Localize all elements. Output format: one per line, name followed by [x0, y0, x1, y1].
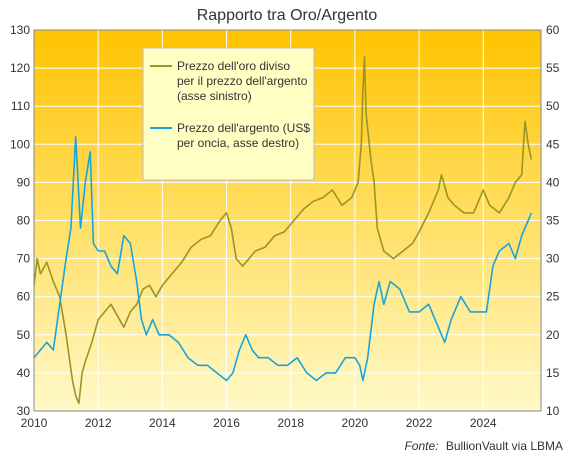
grid	[34, 30, 541, 411]
x-tick-label: 2012	[85, 416, 112, 430]
y-left-tick-label: 70	[17, 252, 31, 266]
y-axis-left: 30 40 50 60 70 80 90 100 110 120 130	[10, 23, 30, 418]
source-label: Fonte:	[404, 439, 438, 453]
y-left-tick-label: 40	[17, 366, 31, 380]
y-right-tick-label: 25	[546, 290, 560, 304]
legend-label-2: per oncia, asse destro)	[177, 136, 299, 150]
x-tick-label: 2016	[213, 416, 240, 430]
y-left-tick-label: 50	[17, 328, 31, 342]
y-right-tick-label: 50	[546, 99, 560, 113]
legend-label-2: Prezzo dell'argento (US$	[177, 121, 310, 135]
legend-label-1: (asse sinistro)	[177, 89, 252, 103]
y-left-tick-label: 60	[17, 290, 31, 304]
y-right-tick-label: 30	[546, 252, 560, 266]
series-line-2	[33, 135, 533, 382]
y-right-tick-label: 10	[546, 404, 560, 418]
series-line-1	[33, 55, 533, 405]
y-left-tick-label: 130	[10, 23, 30, 37]
series-layer	[33, 55, 533, 405]
x-tick-label: 2024	[470, 416, 497, 430]
legend-label-1: Prezzo dell'oro diviso	[177, 59, 290, 73]
y-left-tick-label: 120	[10, 61, 30, 75]
legend-box	[142, 47, 315, 181]
y-left-tick-label: 90	[17, 175, 31, 189]
y-right-tick-label: 20	[546, 328, 560, 342]
chart-title: Rapporto tra Oro/Argento	[197, 7, 378, 24]
x-tick-label: 2014	[149, 416, 176, 430]
source-text: BullionVault via LBMA	[446, 439, 563, 453]
y-axis-right: 10 15 20 25 30 35 40 45 50 55 60	[546, 23, 560, 418]
y-right-tick-label: 40	[546, 175, 560, 189]
x-tick-label: 2010	[21, 416, 48, 430]
y-right-tick-label: 15	[546, 366, 560, 380]
plot-frame	[33, 29, 542, 412]
y-right-tick-label: 45	[546, 137, 560, 151]
x-tick-label: 2018	[277, 416, 304, 430]
y-left-tick-label: 30	[17, 404, 31, 418]
y-left-tick-label: 80	[17, 214, 31, 228]
x-tick-label: 2020	[342, 416, 369, 430]
y-left-tick-label: 100	[10, 137, 30, 151]
legend-label-1: per il prezzo dell'argento	[177, 74, 308, 88]
source-note: Fonte: BullionVault via LBMA	[404, 439, 563, 453]
y-right-tick-label: 60	[546, 23, 560, 37]
x-tick-label: 2022	[406, 416, 433, 430]
y-left-tick-label: 110	[11, 99, 30, 113]
x-axis: 2010 2012 2014 2016 2018 2020 2022 2024	[21, 416, 497, 430]
y-right-tick-label: 35	[546, 214, 560, 228]
y-right-tick-label: 55	[546, 61, 560, 75]
